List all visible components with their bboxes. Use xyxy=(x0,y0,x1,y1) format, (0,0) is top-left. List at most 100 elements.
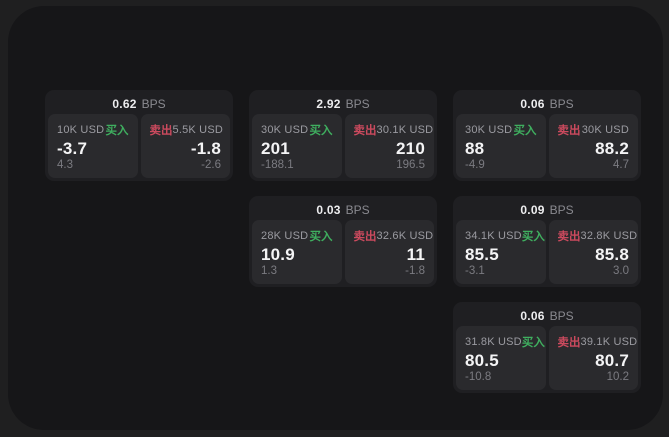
buy-price: 10.9 xyxy=(261,245,295,265)
sell-notional: 32.6K USD xyxy=(376,230,434,242)
quote-panels: 30K USD 买入 201 -188.1 卖出 30.1K USD 210 1… xyxy=(249,114,437,181)
bps-unit-label: BPS xyxy=(549,96,574,111)
sell-notional: 30.1K USD xyxy=(376,124,434,136)
buy-price: -3.7 xyxy=(57,139,88,159)
buy-price: 85.5 xyxy=(465,245,499,265)
quote-cards-grid: 0.62 BPS 10K USD 买入 -3.7 4.3 卖出 5.5K USD… xyxy=(45,90,641,393)
buy-change: -188.1 xyxy=(261,158,294,171)
buy-top-row: 30K USD 买入 xyxy=(465,122,537,138)
buy-top-row: 10K USD 买入 xyxy=(57,122,129,138)
buy-price: 88 xyxy=(465,139,485,159)
sell-top-row: 卖出 30K USD xyxy=(558,122,630,138)
quote-panels: 10K USD 买入 -3.7 4.3 卖出 5.5K USD -1.8 -2.… xyxy=(45,114,233,181)
sell-price: -1.8 xyxy=(190,139,221,159)
buy-notional: 30K USD xyxy=(261,124,309,136)
quote-panels: 28K USD 买入 10.9 1.3 卖出 32.6K USD 11 -1.8 xyxy=(249,220,437,287)
card-header: 0.03 BPS xyxy=(249,196,437,220)
buy-notional: 10K USD xyxy=(57,124,105,136)
buy-side-label: 买入 xyxy=(513,125,537,137)
buy-side-label: 买入 xyxy=(105,125,129,137)
quote-card: 0.09 BPS 34.1K USD 买入 85.5 -3.1 卖出 32.8K… xyxy=(453,196,641,287)
sell-side-label: 卖出 xyxy=(353,125,377,137)
sell-top-row: 卖出 30.1K USD xyxy=(353,122,434,138)
sell-top-row: 卖出 32.6K USD xyxy=(353,228,434,244)
sell-side-label: 卖出 xyxy=(557,231,581,243)
bps-value: 0.62 xyxy=(112,96,137,111)
card-header: 0.09 BPS xyxy=(453,196,641,220)
sell-price: 11 xyxy=(406,245,425,265)
quote-card: 2.92 BPS 30K USD 买入 201 -188.1 卖出 30.1K … xyxy=(249,90,437,181)
sell-side-label: 卖出 xyxy=(557,125,581,137)
buy-panel[interactable]: 30K USD 买入 88 -4.9 xyxy=(456,114,546,178)
buy-top-row: 30K USD 买入 xyxy=(261,122,333,138)
buy-notional: 30K USD xyxy=(465,124,513,136)
buy-side-label: 买入 xyxy=(521,231,545,243)
buy-change: 1.3 xyxy=(261,264,277,277)
sell-notional: 32.8K USD xyxy=(580,230,638,242)
card-header: 0.06 BPS xyxy=(453,302,641,326)
buy-change: -4.9 xyxy=(465,158,485,171)
buy-side-label: 买入 xyxy=(521,337,545,349)
sell-change: 4.7 xyxy=(613,158,629,171)
quote-panels: 31.8K USD 买入 80.5 -10.8 卖出 39.1K USD 80.… xyxy=(453,326,641,393)
sell-notional: 30K USD xyxy=(581,124,629,136)
sell-panel[interactable]: 卖出 5.5K USD -1.8 -2.6 xyxy=(140,114,230,178)
bps-unit-label: BPS xyxy=(549,308,574,323)
card-header: 2.92 BPS xyxy=(249,90,437,114)
buy-panel[interactable]: 28K USD 买入 10.9 1.3 xyxy=(252,220,342,284)
sell-change: 3.0 xyxy=(613,264,629,277)
buy-top-row: 31.8K USD 买入 xyxy=(465,334,545,350)
bps-unit-label: BPS xyxy=(345,96,370,111)
buy-panel[interactable]: 30K USD 买入 201 -188.1 xyxy=(252,114,342,178)
bps-value: 0.03 xyxy=(316,202,341,217)
bps-unit-label: BPS xyxy=(549,202,574,217)
sell-notional: 39.1K USD xyxy=(580,336,638,348)
buy-top-row: 34.1K USD 买入 xyxy=(465,228,545,244)
bps-value: 2.92 xyxy=(316,96,341,111)
buy-price: 201 xyxy=(261,139,290,159)
buy-change: -10.8 xyxy=(465,370,492,383)
bps-value: 0.06 xyxy=(520,96,545,111)
sell-change: 196.5 xyxy=(396,158,425,171)
quote-card: 0.06 BPS 31.8K USD 买入 80.5 -10.8 卖出 39.1… xyxy=(453,302,641,393)
sell-change: -2.6 xyxy=(201,158,221,171)
sell-panel[interactable]: 卖出 39.1K USD 80.7 10.2 xyxy=(548,326,638,390)
quote-panels: 34.1K USD 买入 85.5 -3.1 卖出 32.8K USD 85.8… xyxy=(453,220,641,287)
quote-panels: 30K USD 买入 88 -4.9 卖出 30K USD 88.2 4.7 xyxy=(453,114,641,181)
quote-card: 0.62 BPS 10K USD 买入 -3.7 4.3 卖出 5.5K USD… xyxy=(45,90,233,181)
buy-panel[interactable]: 31.8K USD 买入 80.5 -10.8 xyxy=(456,326,546,390)
card-header: 0.62 BPS xyxy=(45,90,233,114)
sell-top-row: 卖出 39.1K USD xyxy=(557,334,638,350)
sell-side-label: 卖出 xyxy=(353,231,377,243)
quote-card: 0.06 BPS 30K USD 买入 88 -4.9 卖出 30K USD 8… xyxy=(453,90,641,181)
sell-price: 85.8 xyxy=(595,245,629,265)
sell-panel[interactable]: 卖出 32.8K USD 85.8 3.0 xyxy=(548,220,638,284)
sell-side-label: 卖出 xyxy=(557,337,581,349)
sell-price: 88.2 xyxy=(595,139,629,159)
buy-change: -3.1 xyxy=(465,264,485,277)
bps-value: 0.06 xyxy=(520,308,545,323)
buy-side-label: 买入 xyxy=(309,231,333,243)
buy-change: 4.3 xyxy=(57,158,73,171)
buy-notional: 34.1K USD xyxy=(465,230,522,242)
bps-unit-label: BPS xyxy=(141,96,166,111)
sell-change: 10.2 xyxy=(606,370,629,383)
card-header: 0.06 BPS xyxy=(453,90,641,114)
sell-notional: 5.5K USD xyxy=(172,124,224,136)
sell-side-label: 卖出 xyxy=(149,125,173,137)
sell-panel[interactable]: 卖出 32.6K USD 11 -1.8 xyxy=(344,220,434,284)
quote-card: 0.03 BPS 28K USD 买入 10.9 1.3 卖出 32.6K US… xyxy=(249,196,437,287)
sell-top-row: 卖出 32.8K USD xyxy=(557,228,638,244)
sell-top-row: 卖出 5.5K USD xyxy=(149,122,224,138)
buy-notional: 31.8K USD xyxy=(465,336,522,348)
sell-change: -1.8 xyxy=(405,264,425,277)
buy-panel[interactable]: 34.1K USD 买入 85.5 -3.1 xyxy=(456,220,546,284)
buy-price: 80.5 xyxy=(465,351,499,371)
buy-side-label: 买入 xyxy=(309,125,333,137)
buy-panel[interactable]: 10K USD 买入 -3.7 4.3 xyxy=(48,114,138,178)
bps-unit-label: BPS xyxy=(345,202,370,217)
sell-price: 210 xyxy=(396,139,425,159)
buy-top-row: 28K USD 买入 xyxy=(261,228,333,244)
sell-panel[interactable]: 卖出 30K USD 88.2 4.7 xyxy=(548,114,638,178)
sell-panel[interactable]: 卖出 30.1K USD 210 196.5 xyxy=(344,114,434,178)
